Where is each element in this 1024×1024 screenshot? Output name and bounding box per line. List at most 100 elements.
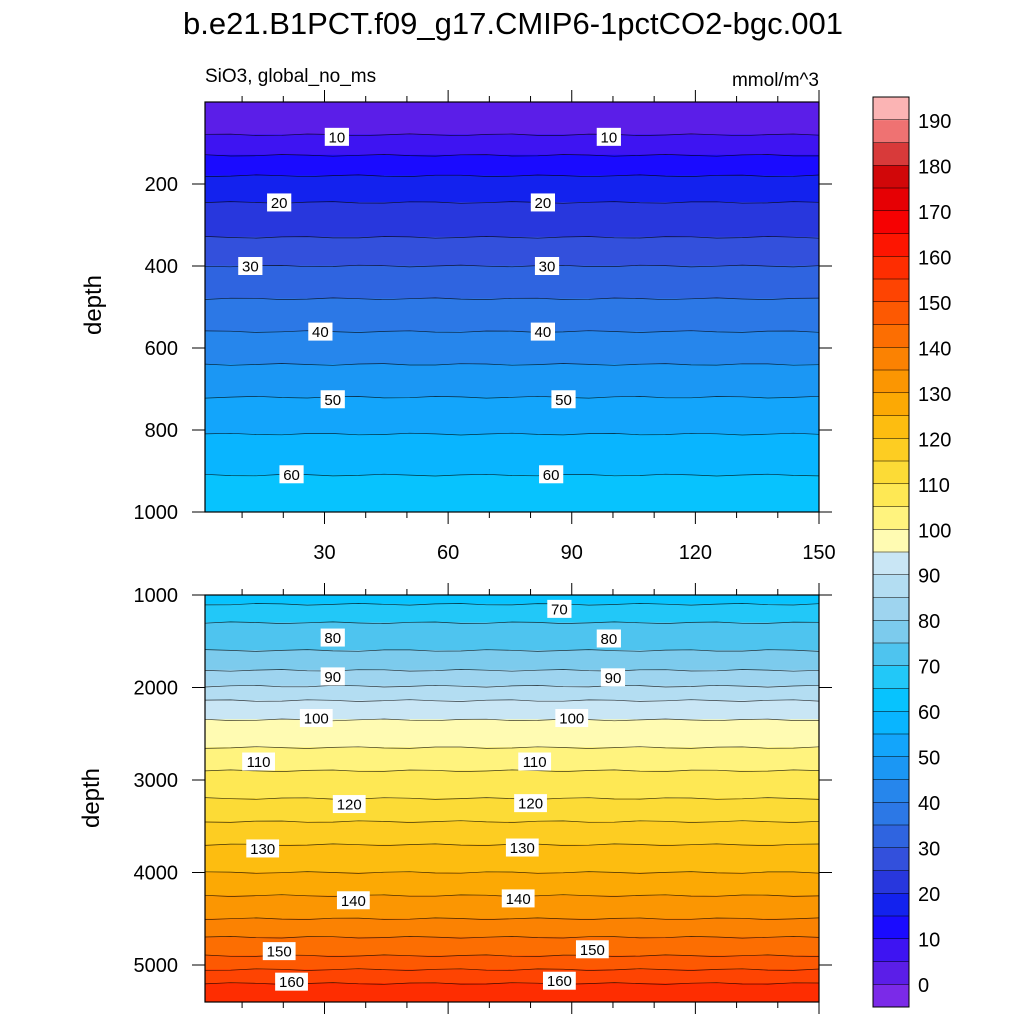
lower-panel: 70 80 80 90 90 100 100 110 110 120 120 130 130 140 140… <box>78 583 832 1014</box>
colorbar-tick-label: 0 <box>918 975 929 997</box>
colorbar-swatch <box>873 97 909 121</box>
lower-contour-label: 130 <box>250 841 275 858</box>
lower-contour-155 <box>205 968 819 971</box>
lower-contour-label-box <box>336 891 370 910</box>
colorbar-swatch <box>873 142 909 166</box>
lower-y-tick-label: 2000 <box>134 678 179 700</box>
lower-contour-label: 80 <box>324 630 341 647</box>
upper-band-7 <box>205 298 819 333</box>
upper-contour-label: 50 <box>555 392 572 409</box>
upper-y-axis-label: depth <box>80 275 107 335</box>
lower-contour-label: 90 <box>605 670 622 687</box>
lower-contour-140 <box>205 917 819 920</box>
lower-band-4 <box>205 669 819 687</box>
colorbar: 0 10 20 30 40 50 60 70 80 90 100 110 120 130 140 150 160… <box>872 96 951 1008</box>
colorbar-swatch <box>873 665 909 689</box>
subtitle-right: mmol/m^3 <box>732 70 819 91</box>
upper-band-4 <box>205 201 819 238</box>
colorbar-swatch <box>873 279 909 303</box>
colorbar-swatch <box>873 779 909 803</box>
lower-contour-95 <box>205 699 819 702</box>
upper-contour-labels: 10 10 20 20 30 30 40 40 50 50 60 60 <box>238 127 621 484</box>
lower-contour-label-box <box>320 628 345 647</box>
colorbar-swatch <box>873 688 909 712</box>
lower-contour-85 <box>205 669 819 672</box>
lower-contour-label-box <box>501 889 535 908</box>
upper-contour-10 <box>205 133 819 137</box>
colorbar-swatch <box>873 301 909 325</box>
lower-contour-label-box <box>246 839 280 858</box>
colorbar-swatch <box>873 711 909 735</box>
upper-band-8 <box>205 331 819 365</box>
upper-contour-label-box <box>320 390 345 409</box>
lower-contour-label-box <box>275 972 308 991</box>
lower-contour-label-box <box>596 629 621 648</box>
lower-y-tick-label: 5000 <box>134 955 179 977</box>
colorbar-swatch <box>873 825 909 849</box>
upper-contour-25 <box>205 201 819 204</box>
colorbar-swatch <box>873 461 909 485</box>
lower-contour-label-box <box>320 667 345 686</box>
lower-band-6 <box>205 700 819 721</box>
lower-contour-lines <box>205 603 819 985</box>
colorbar-tick-label: 90 <box>918 566 940 588</box>
upper-contour-label-box <box>551 390 576 409</box>
upper-contour-60 <box>205 432 819 436</box>
upper-contour-label: 10 <box>600 129 617 146</box>
colorbar-swatch <box>873 734 909 758</box>
colorbar-swatch <box>873 893 909 917</box>
colorbar-swatch <box>873 756 909 780</box>
lower-band-1 <box>205 603 819 624</box>
colorbar-swatch <box>873 438 909 462</box>
upper-x-tick-label: 90 <box>561 542 583 564</box>
colorbar-tick-label: 30 <box>918 839 940 861</box>
upper-x-tick-label: 60 <box>437 542 459 564</box>
lower-contour-label: 150 <box>580 942 605 959</box>
lower-contour-label: 160 <box>279 974 304 991</box>
upper-contour-15 <box>205 154 819 157</box>
lower-plot-frame <box>204 594 820 1003</box>
upper-contour-label: 50 <box>324 392 341 409</box>
colorbar-swatch <box>873 552 909 576</box>
colorbar-tick-label: 20 <box>918 884 940 906</box>
lower-band-16 <box>205 936 819 957</box>
upper-contour-label-box <box>324 127 349 146</box>
upper-contour-40 <box>205 297 819 301</box>
colorbar-swatch <box>873 984 909 1008</box>
upper-contour-45 <box>205 330 819 333</box>
colorbar-tick-label: 120 <box>918 429 951 451</box>
colorbar-swatch <box>873 392 909 416</box>
upper-contour-65 <box>205 473 819 477</box>
figure-title: b.e21.B1PCT.f09_g17.CMIP6-1pctCO2-bgc.00… <box>183 6 843 41</box>
colorbar-swatch <box>873 961 909 985</box>
lower-contour-130 <box>205 871 819 874</box>
colorbar-tick-label: 160 <box>918 247 951 269</box>
upper-contour-label-box <box>279 465 304 484</box>
lower-contour-label: 150 <box>267 944 292 961</box>
upper-y-tick-label: 800 <box>145 420 178 442</box>
colorbar-tick-label: 40 <box>918 793 940 815</box>
upper-contour-label-box <box>530 193 556 212</box>
colorbar-swatch <box>873 916 909 940</box>
upper-contour-label-box <box>267 193 292 212</box>
colorbar-swatch <box>873 529 909 553</box>
colorbar-swatch <box>873 256 909 280</box>
lower-contour-label-box <box>518 752 552 771</box>
lower-contour-label: 110 <box>247 754 271 771</box>
upper-contour-lines <box>205 133 819 477</box>
lower-contour-80 <box>205 649 819 652</box>
colorbar-swatch <box>873 347 909 371</box>
lower-contour-70 <box>205 603 819 606</box>
upper-filled-contours <box>205 102 819 512</box>
lower-contour-label-box <box>332 795 366 814</box>
upper-y-tick-label: 1000 <box>134 502 179 524</box>
lower-contour-label: 140 <box>341 893 366 910</box>
lower-contour-label-box <box>600 668 626 687</box>
colorbar-swatch <box>873 620 909 644</box>
upper-x-tick-label: 150 <box>802 542 835 564</box>
colorbar-swatch <box>873 210 909 234</box>
upper-band-1 <box>205 134 819 156</box>
lower-contour-label-box <box>547 599 572 618</box>
lower-band-8 <box>205 747 819 772</box>
colorbar-tick-label: 150 <box>918 293 951 315</box>
